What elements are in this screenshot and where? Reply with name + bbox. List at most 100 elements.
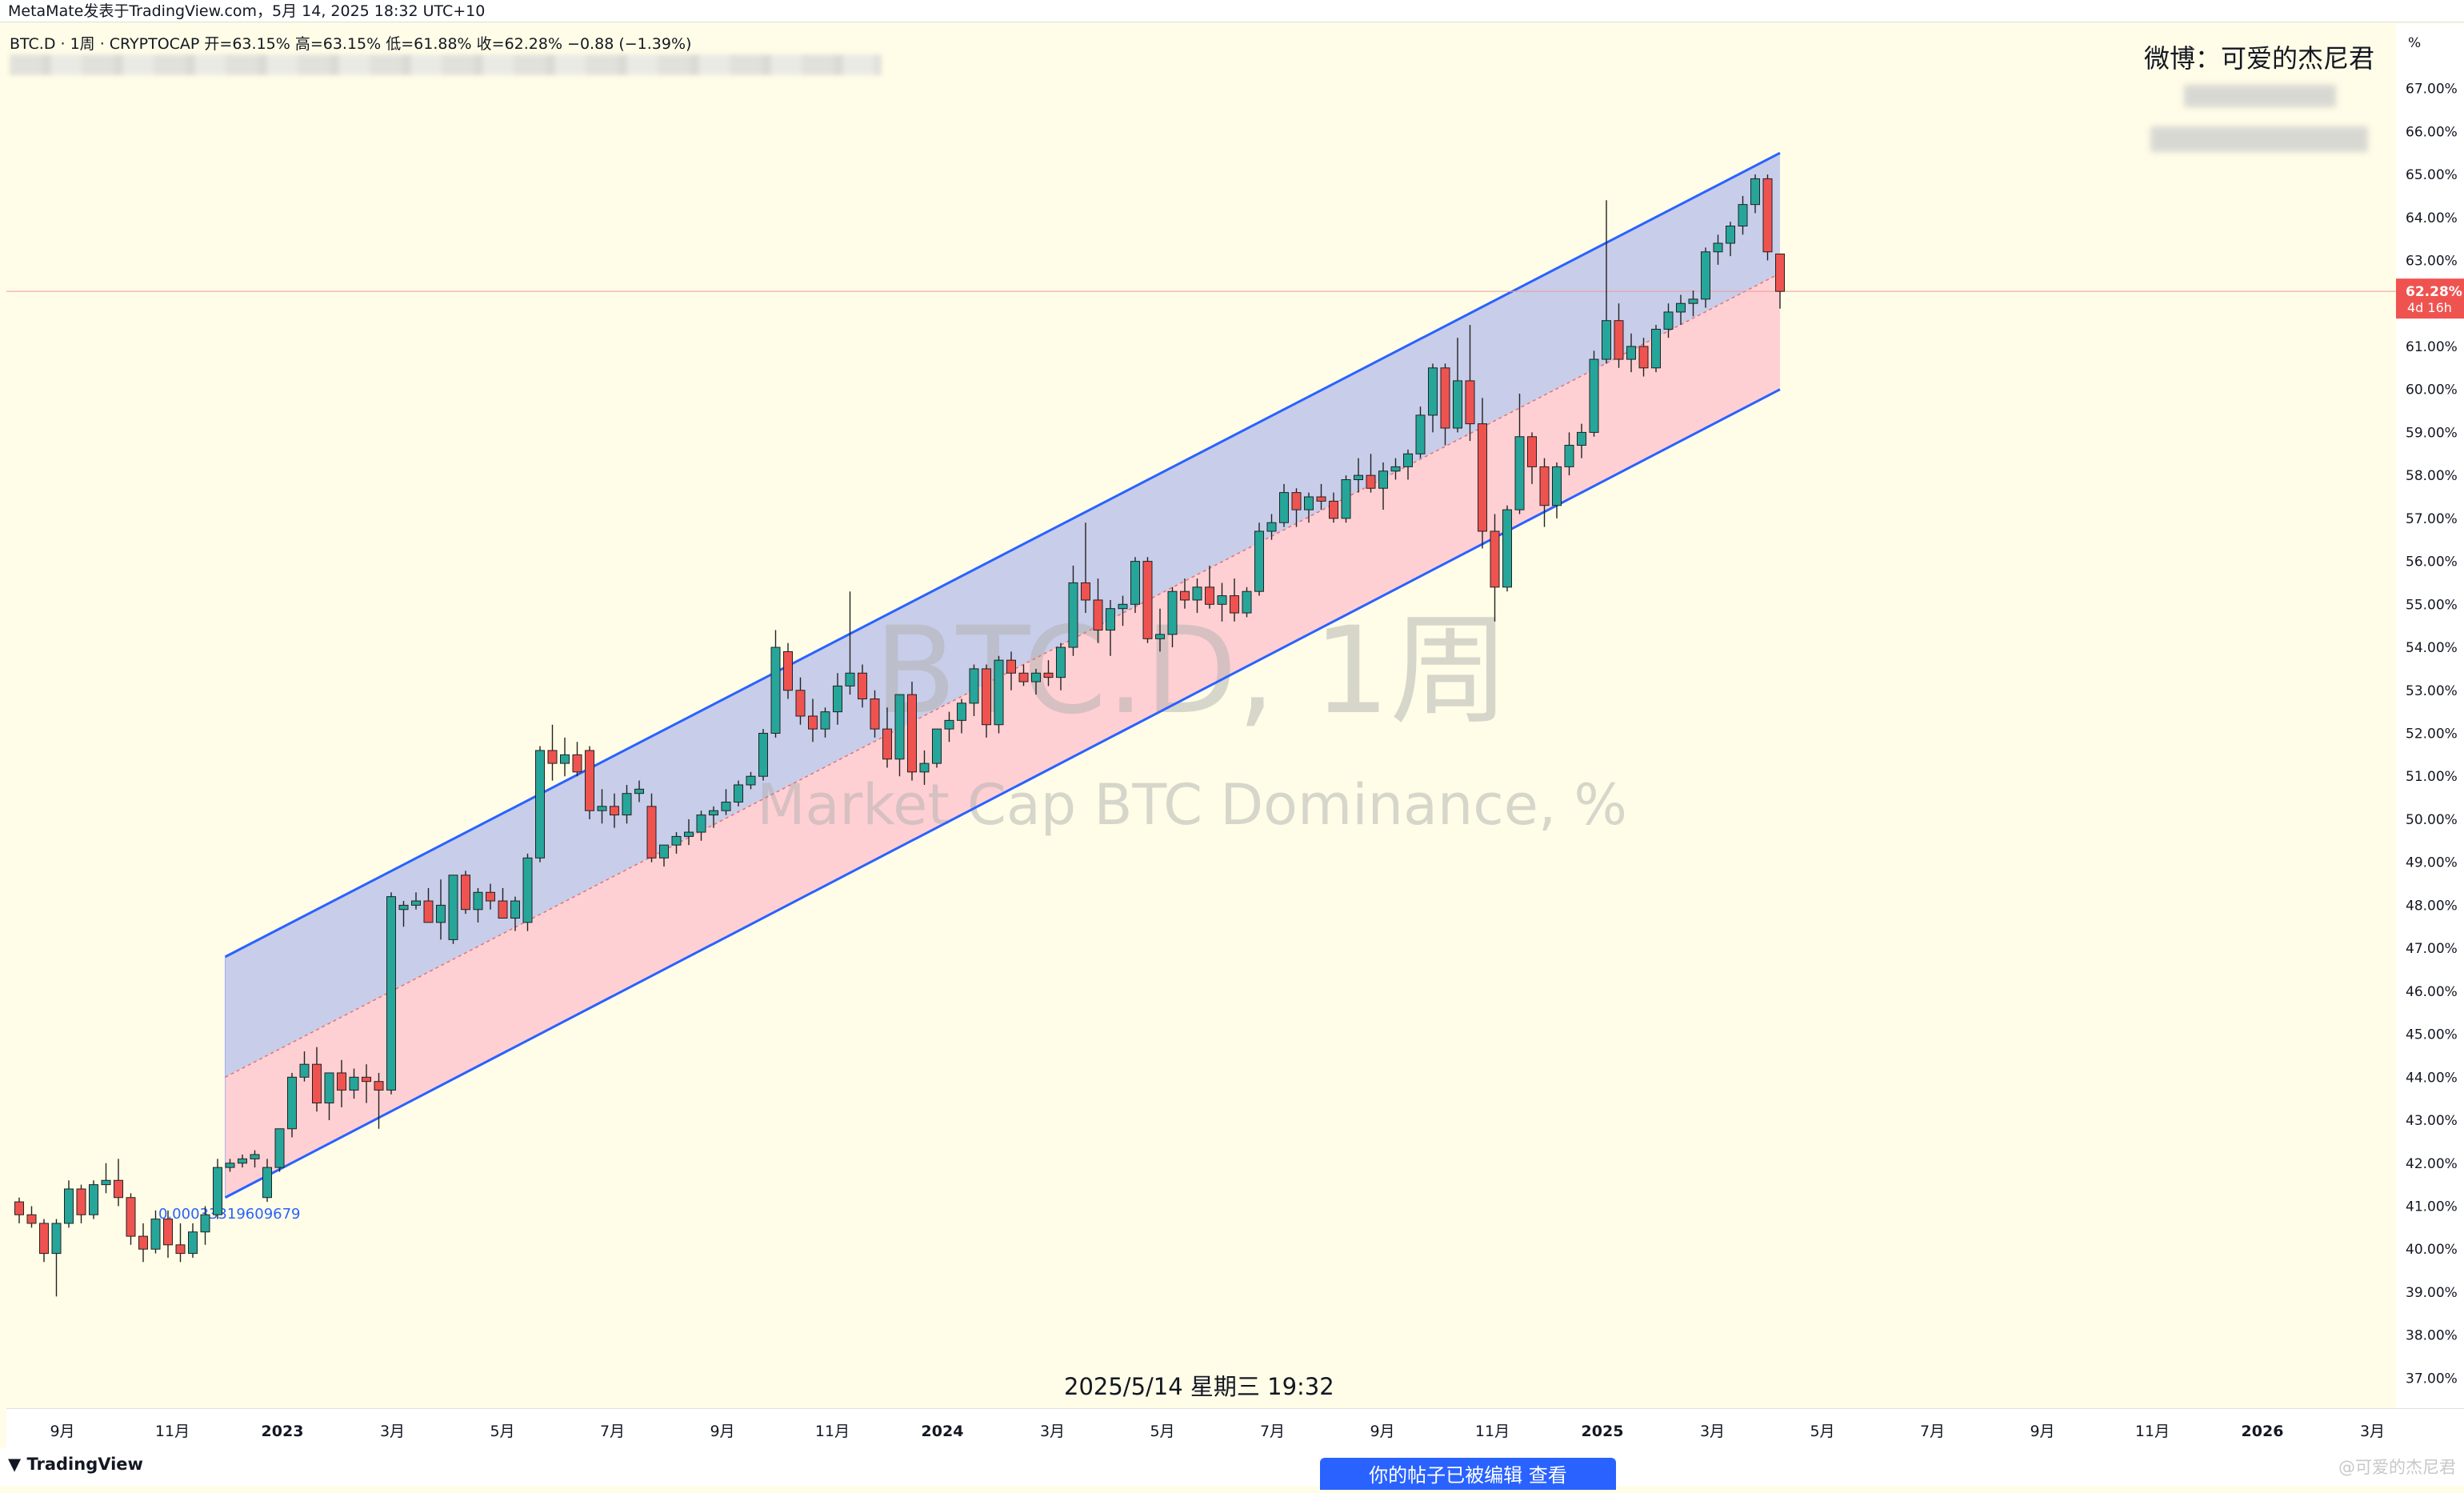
candle (1205, 565, 1214, 609)
source-watermark: @可爱的杰尼君 (2338, 1458, 2456, 1477)
candle (486, 883, 495, 910)
candle-body (795, 690, 806, 717)
candle (1738, 195, 1748, 235)
candle-body (324, 1072, 334, 1104)
price-unit[interactable]: % (2408, 35, 2422, 51)
time-tick-label: 9月 (710, 1423, 734, 1440)
blurred-author-line-2 (2150, 126, 2368, 152)
candle-body (486, 891, 495, 902)
candle-body (498, 900, 508, 919)
candle-body (1651, 328, 1661, 369)
current-price-tag (2396, 278, 2464, 319)
candle (1155, 608, 1165, 652)
chart-canvas[interactable]: BTC.D, 1周 Market Cap BTC Dominance, % 0.00… (6, 24, 2396, 1408)
price-tick-label: 39.00% (2406, 1285, 2458, 1301)
candle (1130, 557, 1140, 614)
candle (1539, 458, 1550, 527)
candle (1602, 200, 1611, 364)
price-tick-label: 63.00% (2406, 253, 2458, 269)
publisher-text: MetaMate发表于TradingView.com，5月 14, 2025 1… (8, 2, 486, 20)
price-tick-label: 47.00% (2406, 941, 2458, 957)
candle (734, 780, 743, 807)
time-tick-label: 3月 (1700, 1423, 1725, 1440)
candle-body (882, 728, 892, 760)
candle-body (1465, 380, 1475, 425)
candle (1354, 458, 1363, 493)
candle (1490, 514, 1500, 622)
candle-body (969, 668, 979, 704)
candle-body (250, 1154, 260, 1159)
candle-body (1440, 367, 1450, 429)
candle (1589, 350, 1599, 437)
candle-body (845, 672, 855, 686)
price-tick-label: 57.00% (2406, 511, 2458, 527)
candle (1762, 174, 1773, 261)
candle (622, 784, 632, 824)
candle (932, 728, 942, 768)
candle-body (175, 1244, 186, 1255)
candle (858, 664, 867, 708)
candle-body (89, 1184, 98, 1215)
candle-body (770, 646, 781, 734)
candle-body (1453, 380, 1462, 429)
candle-body (1775, 253, 1785, 292)
time-tick-label: 11月 (155, 1423, 190, 1440)
candle-body (1701, 251, 1710, 300)
candle (1514, 394, 1525, 514)
candle (510, 896, 520, 931)
candle (114, 1159, 123, 1207)
candle (1106, 599, 1115, 656)
candle-body (994, 659, 1004, 726)
candle-body (213, 1167, 222, 1215)
candle (349, 1068, 359, 1099)
candle (238, 1155, 247, 1168)
candle (1453, 338, 1462, 433)
price-scale-canvas: 37.00% 38.00% 39.00% 40.00% 41.00% 42.00% 43.0… (2396, 82, 2464, 1387)
candle (51, 1219, 62, 1297)
candle (758, 729, 768, 781)
candle-body (51, 1223, 62, 1255)
candle (473, 887, 483, 923)
candle-body (1378, 470, 1388, 489)
candle (213, 1159, 222, 1219)
chart-area[interactable]: BTC.D, 1周 Market Cap BTC Dominance, % 0.00… (6, 24, 2397, 1408)
blurred-description (10, 54, 882, 75)
candle-body (1192, 586, 1202, 601)
candle-body (1490, 530, 1500, 588)
price-tick-label: 45.00% (2406, 1027, 2458, 1043)
tradingview-logo[interactable]: ▼ TradingView (8, 1455, 143, 1474)
candle-body (932, 728, 942, 764)
candle-body (597, 806, 607, 811)
time-axis[interactable]: 9月 11月 2023 3月 5月 7月 9月 11月 2024 3月 5月 7月 9月 11月 2025 3… (6, 1408, 2464, 1449)
candle-body (337, 1072, 346, 1091)
candle (795, 677, 806, 725)
candle-body (262, 1167, 272, 1199)
candle (1279, 483, 1289, 527)
candle-body (1279, 492, 1289, 523)
candle-body (287, 1076, 297, 1130)
price-scale[interactable]: 37.00% 38.00% 39.00% 40.00% 41.00% 42.00% 43.0… (2396, 24, 2464, 1408)
time-tick-label: 11月 (2135, 1423, 2170, 1440)
candle-body (572, 754, 582, 773)
time-tick-label: 2024 (922, 1423, 964, 1440)
channel-lower-line (224, 388, 1781, 1199)
price-tick-label: 54.00% (2406, 640, 2458, 656)
time-tick-label: 7月 (1920, 1423, 1945, 1440)
candle-body (1688, 298, 1698, 304)
candle (436, 879, 446, 940)
candle (1552, 462, 1562, 518)
candle-body (1341, 479, 1351, 519)
notify-banner[interactable]: 你的帖子已被编辑 查看 (1320, 1458, 1616, 1490)
price-tick-label: 42.00% (2406, 1156, 2458, 1172)
candle-body (535, 750, 545, 859)
candle-body (1638, 346, 1649, 369)
current-price-value: 62.28% (2406, 284, 2462, 300)
price-tick-label: 56.00% (2406, 554, 2458, 570)
candle (138, 1223, 148, 1263)
price-tick-label: 65.00% (2406, 167, 2458, 183)
watermark-name: Market Cap BTC Dominance, % (757, 772, 1627, 838)
time-tick-label: 2025 (1582, 1423, 1624, 1440)
candle-body (1502, 509, 1512, 588)
candle-body (894, 694, 905, 760)
price-tick-label: 50.00% (2406, 812, 2458, 828)
